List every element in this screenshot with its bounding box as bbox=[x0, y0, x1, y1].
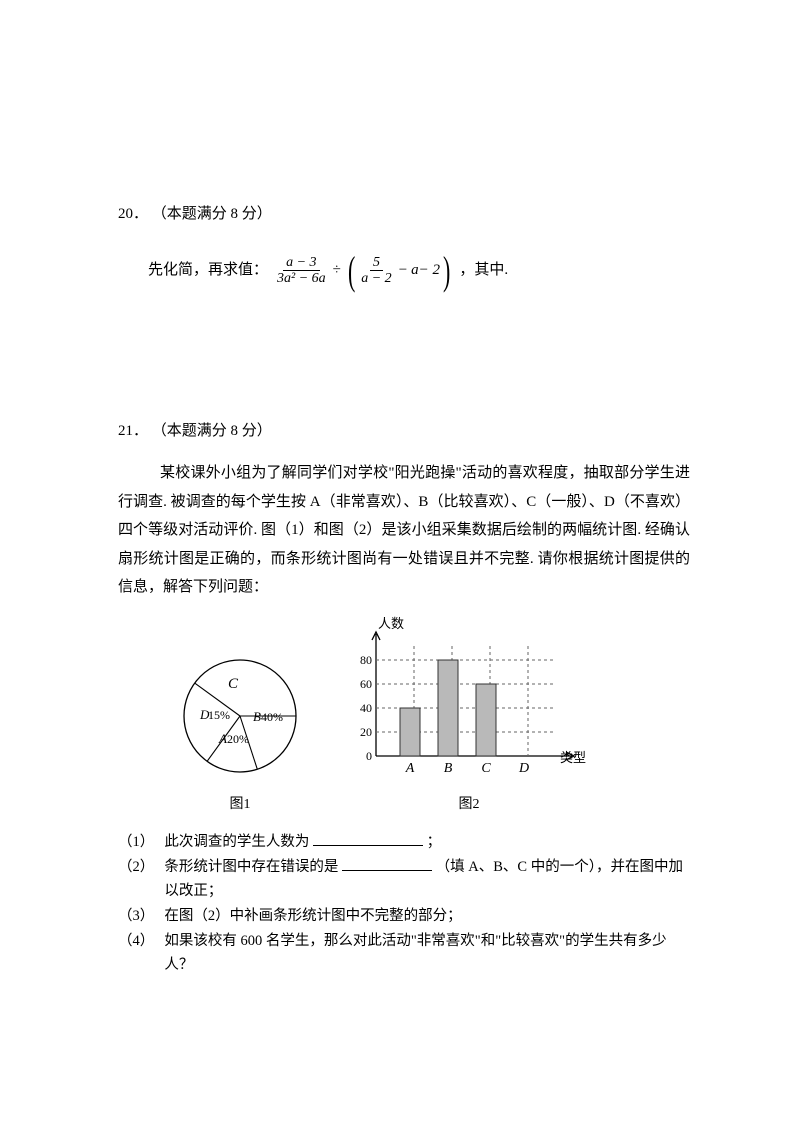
xcat-B: B bbox=[444, 761, 453, 776]
q21-points: （本题满分 8 分） bbox=[152, 423, 272, 439]
bar-chart: 人数 bbox=[344, 616, 594, 819]
pie-label-a-pct: 20% bbox=[227, 732, 249, 746]
pie-chart: C D 15% B 40% A 20% 图1 bbox=[170, 646, 310, 819]
charts-row: C D 15% B 40% A 20% 图1 人数 bbox=[170, 616, 690, 819]
ytick-40: 40 bbox=[360, 701, 372, 715]
q20-frac2: 5 a − 2 bbox=[358, 255, 394, 287]
pie-svg: C D 15% B 40% A 20% bbox=[170, 646, 310, 786]
sub-1: （1） 此次调查的学生人数为 ； bbox=[118, 830, 690, 855]
q21-number: 21． bbox=[118, 423, 148, 439]
q20-header: 20． （本题满分 8 分） bbox=[118, 200, 690, 229]
ytick-20: 20 bbox=[360, 725, 372, 739]
q20-paren: ( 5 a − 2 − a − 2 ) bbox=[345, 251, 453, 291]
divide-op: ÷ bbox=[333, 256, 341, 285]
bar-A bbox=[400, 708, 420, 756]
q20-frac1: a − 3 3a² − 6a bbox=[274, 255, 329, 287]
s1-tail: ； bbox=[427, 834, 442, 850]
q20-expression: 先化简，再求值： a − 3 3a² − 6a ÷ ( 5 a − 2 − a … bbox=[148, 243, 690, 299]
pie-label-a: A bbox=[218, 731, 227, 746]
s1-mark: （1） bbox=[118, 830, 164, 855]
ytick-80: 80 bbox=[360, 653, 372, 667]
q21-para: 某校课外小组为了解同学们对学校"阳光跑操"活动的喜欢程度，抽取部分学生进行调查.… bbox=[118, 459, 690, 602]
q20-prefix: 先化简，再求值： bbox=[148, 256, 268, 285]
pie-caption: 图1 bbox=[230, 792, 251, 819]
question-21: 21． （本题满分 8 分） 某校课外小组为了解同学们对学校"阳光跑操"活动的喜… bbox=[118, 417, 690, 978]
s1-text: 此次调查的学生人数为 bbox=[164, 834, 309, 850]
s4-text: 如果该校有 600 名学生，那么对此活动"非常喜欢"和"比较喜欢"的学生共有多少… bbox=[164, 929, 690, 978]
q21-header: 21． （本题满分 8 分） bbox=[118, 417, 690, 446]
bar-svg: 人数 bbox=[344, 616, 594, 786]
xcat-D: D bbox=[518, 761, 529, 776]
ytick-60: 60 bbox=[360, 677, 372, 691]
q21-body: 某校课外小组为了解同学们对学校"阳光跑操"活动的喜欢程度，抽取部分学生进行调查.… bbox=[118, 459, 690, 978]
xcat-A: A bbox=[405, 761, 415, 776]
subquestions: （1） 此次调查的学生人数为 ； （2） 条形统计图中存在错误的是 （填 A、B… bbox=[118, 830, 690, 978]
blank-2[interactable] bbox=[342, 856, 432, 871]
pie-label-c: C bbox=[228, 676, 239, 692]
rparen-icon: ) bbox=[443, 251, 450, 291]
s2a-text: 条形统计图中存在错误的是 bbox=[164, 859, 338, 875]
q20-points: （本题满分 8 分） bbox=[152, 206, 272, 222]
s3-text: 在图（2）中补画条形统计图中不完整的部分； bbox=[164, 904, 690, 929]
blank-1[interactable] bbox=[313, 832, 423, 847]
pie-label-b-pct: 40% bbox=[261, 710, 283, 724]
xcat-C: C bbox=[481, 761, 491, 776]
q20-number: 20． bbox=[118, 206, 148, 222]
bar-B bbox=[438, 660, 458, 756]
q20-frac1-den: 3a² − 6a bbox=[274, 271, 329, 286]
sub-4: （4） 如果该校有 600 名学生，那么对此活动"非常喜欢"和"比较喜欢"的学生… bbox=[118, 929, 690, 978]
q20-frac2-num: 5 bbox=[370, 255, 383, 271]
q20-a: a bbox=[411, 256, 419, 285]
s4-mark: （4） bbox=[118, 929, 164, 978]
spacer bbox=[118, 299, 690, 417]
bar-caption: 图2 bbox=[459, 792, 480, 819]
q20-frac1-num: a − 3 bbox=[283, 255, 319, 271]
s2-mark: （2） bbox=[118, 855, 164, 904]
lparen-icon: ( bbox=[348, 251, 355, 291]
bar-ylabel: 人数 bbox=[378, 616, 404, 631]
sub-2: （2） 条形统计图中存在错误的是 （填 A、B、C 中的一个），并在图中加以改正… bbox=[118, 855, 690, 904]
q20-minus2: − 2 bbox=[419, 256, 440, 285]
ytick-0: 0 bbox=[366, 749, 372, 763]
pie-label-d-pct: 15% bbox=[208, 708, 230, 722]
pie-label-b: B bbox=[253, 709, 261, 724]
bar-C bbox=[476, 684, 496, 756]
q20-suffix: ，其中. bbox=[459, 256, 508, 285]
question-20: 20． （本题满分 8 分） 先化简，再求值： a − 3 3a² − 6a ÷… bbox=[118, 200, 690, 299]
s3-mark: （3） bbox=[118, 904, 164, 929]
minus-op: − bbox=[399, 256, 407, 285]
q20-frac2-den: a − 2 bbox=[358, 271, 394, 286]
sub-3: （3） 在图（2）中补画条形统计图中不完整的部分； bbox=[118, 904, 690, 929]
bar-xlabel: 类型 bbox=[560, 750, 586, 765]
